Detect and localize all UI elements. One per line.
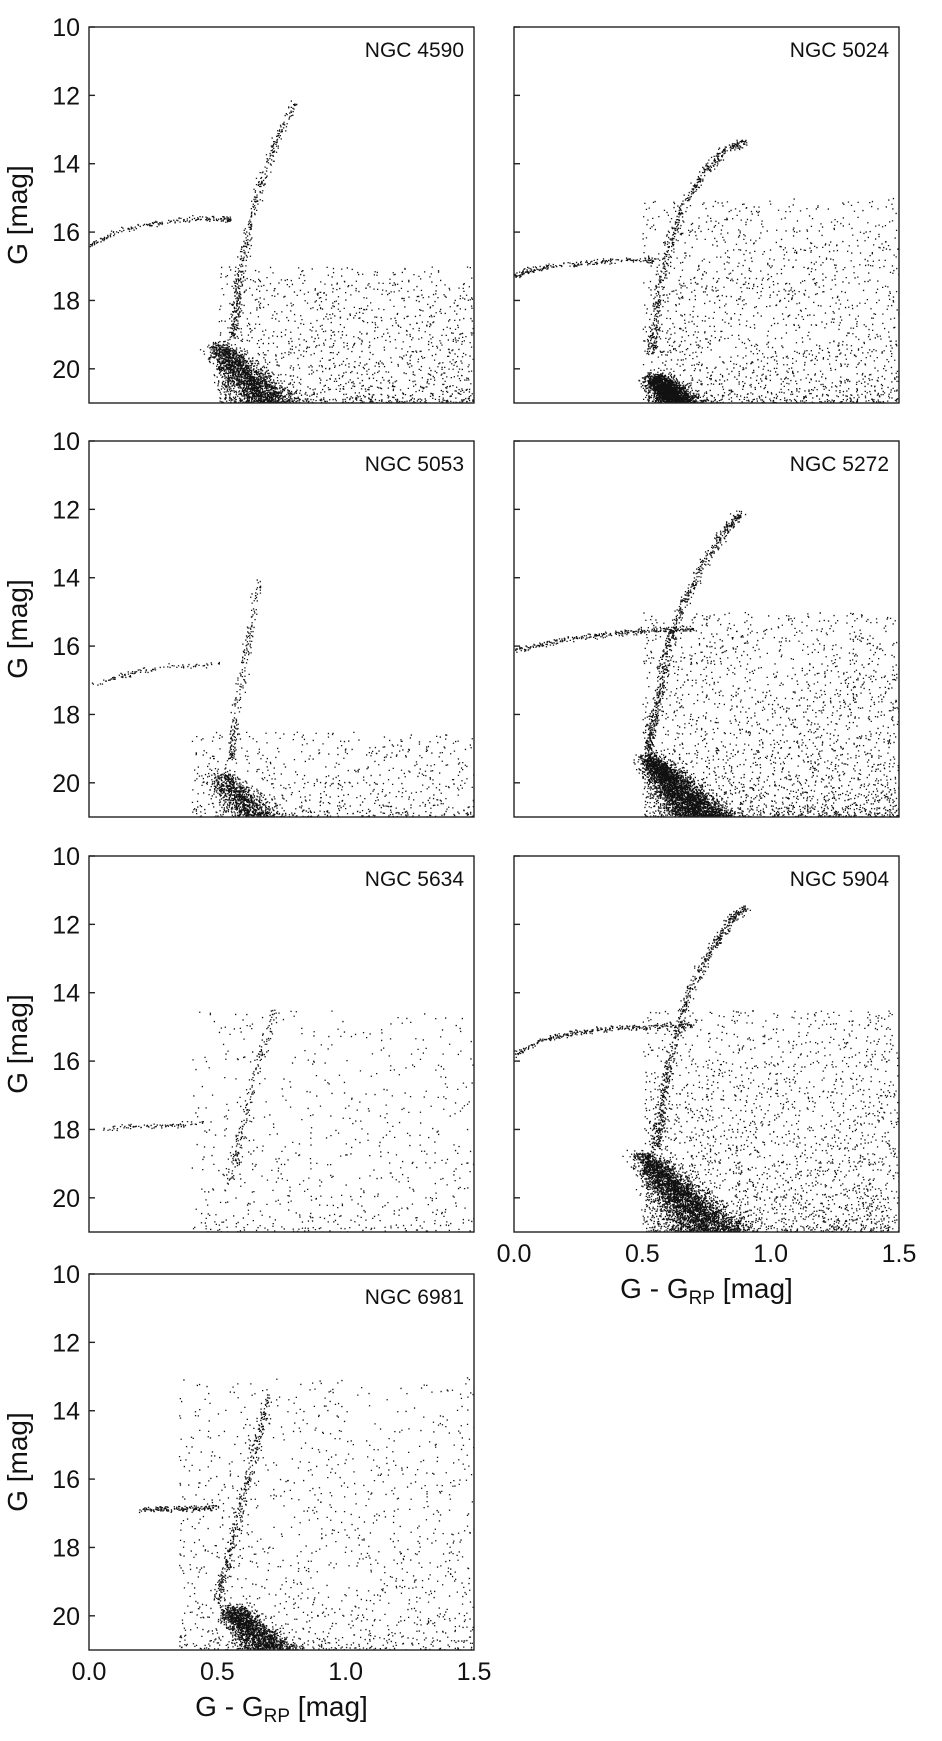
y-tick-label: 12 bbox=[52, 82, 80, 110]
y-tick-label: 14 bbox=[52, 980, 80, 1008]
star-point-cloud bbox=[103, 1009, 474, 1232]
y-tick-label: 18 bbox=[52, 287, 80, 315]
panel-title: NGC 5904 bbox=[790, 868, 890, 891]
panel-title: NGC 6981 bbox=[365, 1286, 464, 1309]
plot-frame bbox=[88, 440, 475, 818]
x-tick-label: 0.0 bbox=[72, 1658, 107, 1686]
star-points bbox=[103, 1009, 474, 1232]
y-tick-label: 16 bbox=[52, 633, 80, 661]
cmd-panel-ngc-5634: 10 12 14 16 18 20 G [mag] NGC 5634 bbox=[2, 843, 475, 1233]
y-tick-label: 10 bbox=[52, 843, 80, 871]
star-points bbox=[89, 100, 474, 403]
y-tick-label: 20 bbox=[52, 1185, 80, 1213]
y-tick-label: 14 bbox=[52, 565, 80, 593]
y-tick-label: 10 bbox=[52, 1261, 80, 1289]
y-tick-label: 16 bbox=[52, 1048, 80, 1076]
y-tick-label: 20 bbox=[52, 356, 80, 384]
y-axis-label: G [mag] bbox=[2, 994, 33, 1094]
plot-frame bbox=[88, 26, 475, 404]
plot-frame bbox=[513, 440, 900, 818]
y-tick-label: 20 bbox=[52, 770, 80, 798]
y-tick-label: 14 bbox=[52, 1398, 80, 1426]
x-axis-label: G - GRP [mag] bbox=[620, 1273, 793, 1309]
plot-frame bbox=[88, 855, 475, 1233]
plot-frame bbox=[513, 855, 900, 1233]
cmd-panel-ngc-6981: 10 12 14 16 18 20 0.0 0.5 1.0 1.5 G - GRP [mag] G [… bbox=[2, 1261, 491, 1727]
y-tick-label: 10 bbox=[52, 14, 80, 42]
x-tick-label: 0.0 bbox=[497, 1240, 532, 1268]
star-point-cloud bbox=[514, 905, 899, 1232]
plot-frame bbox=[88, 1273, 475, 1651]
star-points bbox=[91, 579, 474, 817]
y-tick-label: 20 bbox=[52, 1603, 80, 1631]
plot-frame bbox=[513, 26, 900, 404]
y-tick-label: 12 bbox=[52, 496, 80, 524]
y-axis-label: G [mag] bbox=[2, 1412, 33, 1512]
x-tick-label: 0.5 bbox=[200, 1658, 235, 1686]
x-tick-label: 1.5 bbox=[457, 1658, 492, 1686]
y-tick-label: 12 bbox=[52, 1329, 80, 1357]
cmd-panel-ngc-4590: 10 12 14 16 18 20 G [mag] NGC 4590 bbox=[2, 14, 475, 404]
cmd-panel-ngc-5904: 0.0 0.5 1.0 1.5 G - GRP [mag] NGC 5904 bbox=[497, 855, 917, 1309]
star-points bbox=[515, 510, 899, 817]
x-tick-label: 1.0 bbox=[328, 1658, 363, 1686]
y-tick-label: 12 bbox=[52, 911, 80, 939]
star-point-cloud bbox=[89, 100, 474, 403]
star-point-cloud bbox=[514, 139, 899, 403]
panel-title: NGC 4590 bbox=[365, 39, 464, 62]
star-point-cloud bbox=[515, 510, 899, 817]
star-point-cloud bbox=[138, 1377, 474, 1650]
star-points bbox=[138, 1377, 474, 1650]
panel-title: NGC 5272 bbox=[790, 453, 889, 476]
panel-title: NGC 5634 bbox=[365, 868, 465, 891]
x-axis-label: G - GRP [mag] bbox=[195, 1691, 368, 1727]
y-tick-label: 16 bbox=[52, 1466, 80, 1494]
y-tick-label: 16 bbox=[52, 219, 80, 247]
y-axis-label: G [mag] bbox=[2, 579, 33, 679]
star-point-cloud bbox=[91, 579, 474, 817]
x-tick-label: 0.5 bbox=[625, 1240, 660, 1268]
star-points bbox=[514, 905, 899, 1232]
y-tick-label: 10 bbox=[52, 428, 80, 456]
x-tick-label: 1.0 bbox=[753, 1240, 788, 1268]
y-tick-label: 18 bbox=[52, 701, 80, 729]
y-tick-label: 18 bbox=[52, 1116, 80, 1144]
panel-title: NGC 5024 bbox=[790, 39, 890, 62]
cmd-panel-ngc-5024: NGC 5024 bbox=[513, 26, 900, 404]
cmd-panel-ngc-5272: NGC 5272 bbox=[513, 440, 900, 818]
x-tick-label: 1.5 bbox=[882, 1240, 917, 1268]
cmd-panel-ngc-5053: 10 12 14 16 18 20 G [mag] NGC 5053 bbox=[2, 428, 475, 818]
y-tick-label: 14 bbox=[52, 151, 80, 179]
y-axis-label: G [mag] bbox=[2, 165, 33, 265]
panel-title: NGC 5053 bbox=[365, 453, 464, 476]
y-tick-label: 18 bbox=[52, 1534, 80, 1562]
star-points bbox=[514, 139, 899, 403]
